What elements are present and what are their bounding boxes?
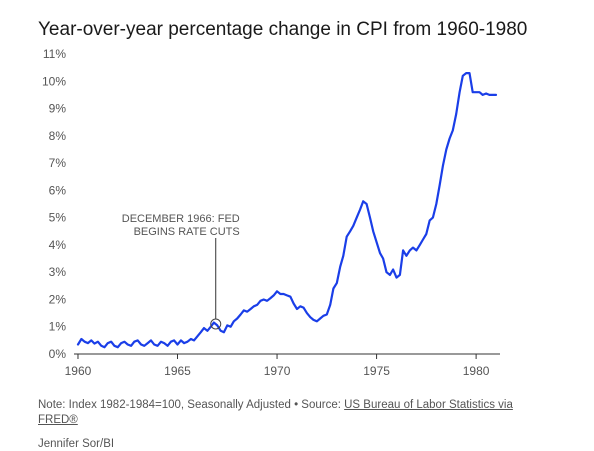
y-tick-label: 7%	[49, 156, 67, 170]
x-tick-label: 1980	[463, 364, 490, 378]
chart-title: Year-over-year percentage change in CPI …	[38, 19, 528, 40]
x-tick-label: 1965	[164, 364, 191, 378]
y-tick-label: 4%	[49, 238, 67, 252]
source-note-text: Note: Index 1982-1984=100, Seasonally Ad…	[38, 399, 345, 411]
y-tick-label: 5%	[49, 211, 67, 225]
y-tick-label: 1%	[49, 320, 67, 334]
author-credit: Jennifer Sor/BI	[38, 438, 115, 450]
y-tick-label: 6%	[49, 183, 67, 197]
y-axis: 0% 1% 2% 3% 4% 5% 6% 7% 8% 9% 10% 11%	[42, 47, 66, 361]
source-link[interactable]: US Bureau of Labor Statistics via FRED®	[38, 399, 513, 426]
x-tick-label: 1970	[264, 364, 291, 378]
y-tick-label: 8%	[49, 129, 67, 143]
y-tick-label: 2%	[49, 292, 67, 306]
series-line	[76, 72, 498, 349]
source-note: Note: Index 1982-1984=100, Seasonally Ad…	[38, 398, 518, 428]
annotation-line-2: BEGINS RATE CUTS	[134, 226, 240, 238]
x-tick-label: 1975	[363, 364, 390, 378]
x-axis: 1960 1965 1970 1975 1980	[65, 353, 500, 378]
y-tick-label: 0%	[49, 347, 67, 361]
y-tick-label: 9%	[49, 102, 67, 116]
y-tick-label: 3%	[49, 265, 67, 279]
series-group	[76, 72, 498, 349]
y-tick-label: 10%	[42, 74, 66, 88]
annotation-marker	[210, 318, 222, 330]
y-tick-label: 11%	[43, 47, 66, 61]
x-tick-label: 1960	[65, 364, 92, 378]
annotation-line-1: DECEMBER 1966: FED	[122, 213, 240, 225]
